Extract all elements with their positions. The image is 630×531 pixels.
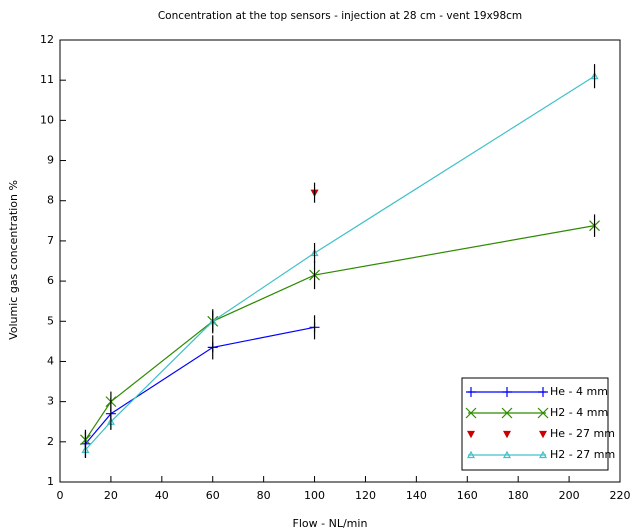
legend-marker xyxy=(502,430,512,439)
x-tick-label: 120 xyxy=(355,489,376,502)
x-tick-label: 200 xyxy=(559,489,580,502)
x-tick-label: 100 xyxy=(304,489,325,502)
y-tick-label: 4 xyxy=(47,354,54,367)
x-tick-label: 140 xyxy=(406,489,427,502)
y-tick-label: 3 xyxy=(47,395,54,408)
y-tick-label: 6 xyxy=(47,274,54,287)
legend-label: H2 - 27 mm xyxy=(550,448,615,461)
y-tick-label: 12 xyxy=(40,33,54,46)
legend-marker xyxy=(501,407,513,419)
x-tick-label: 160 xyxy=(457,489,478,502)
legend-label: He - 4 mm xyxy=(550,385,608,398)
legend-marker xyxy=(502,387,512,397)
x-axis-label: Flow - NL/min xyxy=(293,517,368,530)
y-tick-label: 7 xyxy=(47,234,54,247)
legend-marker xyxy=(538,430,548,439)
legend-label: He - 27 mm xyxy=(550,427,615,440)
y-tick-label: 5 xyxy=(47,314,54,327)
x-tick-label: 20 xyxy=(104,489,118,502)
y-tick-label: 10 xyxy=(40,113,54,126)
y-tick-label: 1 xyxy=(47,475,54,488)
x-tick-label: 80 xyxy=(257,489,271,502)
legend-marker xyxy=(537,407,549,419)
y-tick-label: 8 xyxy=(47,194,54,207)
legend-marker xyxy=(502,450,512,459)
legend-marker xyxy=(538,450,548,459)
plot-frame xyxy=(59,39,621,483)
legend-label: H2 - 4 mm xyxy=(550,406,608,419)
series-line xyxy=(84,326,315,445)
y-tick-label: 11 xyxy=(40,73,54,86)
y-axis-label: Volumic gas concentration % xyxy=(7,180,20,340)
legend-marker xyxy=(465,407,477,419)
y-tick-label: 2 xyxy=(47,435,54,448)
chart-title: Concentration at the top sensors - injec… xyxy=(158,10,522,22)
x-tick-label: 60 xyxy=(206,489,220,502)
legend-marker xyxy=(538,387,548,397)
legend-marker xyxy=(466,450,476,459)
x-tick-label: 220 xyxy=(610,489,630,502)
legend-marker xyxy=(466,430,476,439)
x-tick-label: 0 xyxy=(57,489,64,502)
x-tick-label: 180 xyxy=(508,489,529,502)
x-tick-label: 40 xyxy=(155,489,169,502)
legend-marker xyxy=(466,387,476,397)
y-tick-label: 9 xyxy=(47,154,54,167)
